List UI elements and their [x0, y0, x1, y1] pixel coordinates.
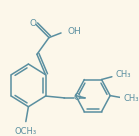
Text: CH₃: CH₃ — [124, 94, 139, 103]
Text: O: O — [29, 19, 36, 28]
Text: CH₃: CH₃ — [115, 70, 131, 79]
Text: O: O — [73, 93, 80, 102]
Text: OCH₃: OCH₃ — [15, 127, 37, 136]
Text: OH: OH — [68, 27, 82, 36]
